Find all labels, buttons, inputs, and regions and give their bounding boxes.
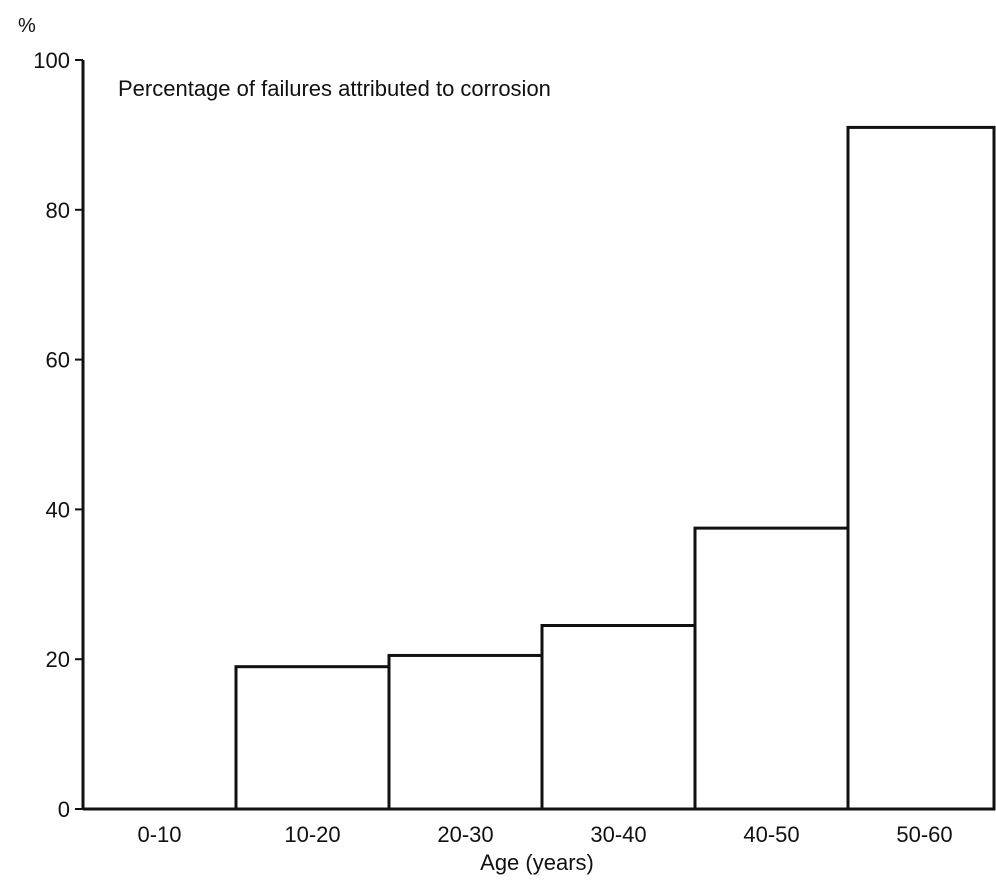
y-axis-ticks: 0 20 40 60 80 100: [33, 48, 83, 822]
x-tick-label: 30-40: [590, 822, 646, 847]
bars: [234, 125, 996, 811]
x-tick-label: 0-10: [137, 822, 181, 847]
y-tick-label: 0: [58, 797, 70, 822]
bar-50-60: [846, 125, 996, 811]
y-tick-label: 60: [46, 348, 70, 373]
y-tick-label: 40: [46, 497, 70, 522]
bar-10-20: [234, 665, 391, 811]
bar-20-30: [387, 653, 544, 811]
x-axis-label: Age (years): [480, 850, 594, 875]
y-tick-label: 20: [46, 647, 70, 672]
bar-30-40: [540, 623, 697, 811]
x-tick-label: 50-60: [896, 822, 952, 847]
x-tick-label: 40-50: [743, 822, 799, 847]
x-axis-labels: 0-10 10-20 20-30 30-40 40-50 50-60: [137, 822, 952, 847]
x-tick-label: 10-20: [284, 822, 340, 847]
x-tick-label: 20-30: [437, 822, 493, 847]
chart-title: Percentage of failures attributed to cor…: [118, 76, 551, 101]
y-unit-label: %: [18, 15, 36, 37]
y-tick-label: 100: [33, 48, 70, 73]
y-tick-label: 80: [46, 198, 70, 223]
bar-40-50: [693, 526, 850, 811]
